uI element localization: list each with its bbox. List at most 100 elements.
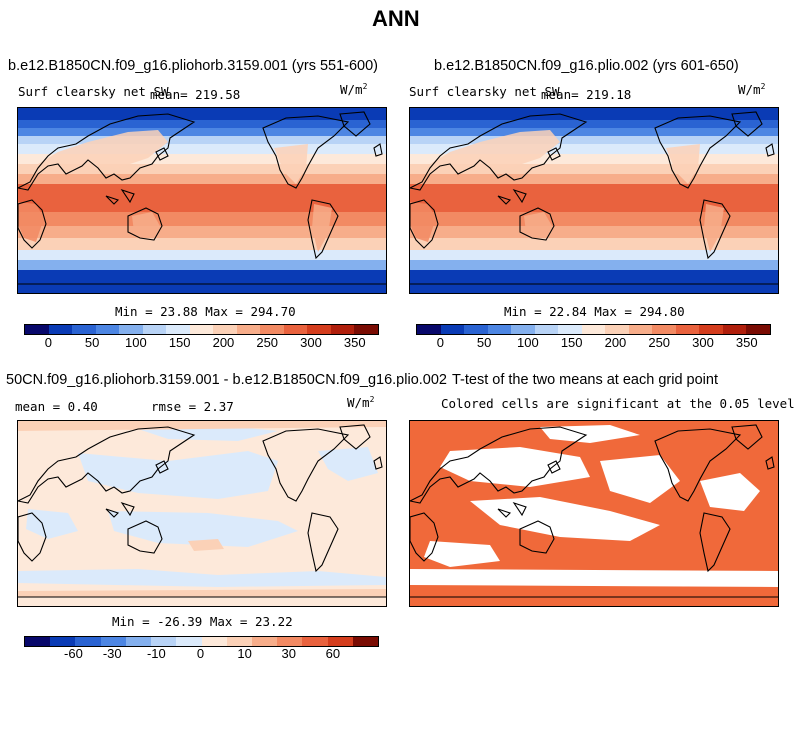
panel3-rmse-label: rmse = 2.37 bbox=[151, 399, 234, 414]
land-fill-africa bbox=[18, 202, 44, 242]
colorbar3-swatch bbox=[125, 637, 152, 646]
coastline-greenland bbox=[339, 111, 371, 137]
land-fill-north-america bbox=[666, 144, 700, 184]
land-fill-asia-europe bbox=[38, 130, 168, 170]
panel4-title: T-test of the two means at each grid poi… bbox=[452, 372, 718, 388]
field-band-4 bbox=[410, 144, 778, 154]
panel3-title: 50CN.f09_g16.pliohorb.3159.001 - b.e12.B… bbox=[6, 372, 447, 388]
diff-negative-tropical-pacific bbox=[108, 511, 298, 547]
colorbar3-swatch bbox=[327, 637, 353, 646]
colorbar-tick-label: 350 bbox=[735, 335, 758, 350]
coastline-indonesia-1 bbox=[497, 195, 512, 205]
coastline-uk bbox=[373, 143, 383, 157]
colorbar1-swatch bbox=[236, 325, 261, 334]
colorbar2-swatch bbox=[464, 325, 488, 334]
coastline-uk bbox=[765, 456, 775, 470]
field-band-1 bbox=[410, 120, 778, 128]
coastline-uk bbox=[765, 143, 775, 157]
colorbar1-swatch bbox=[307, 325, 331, 334]
panel3-mean-label: mean = 0.40 bbox=[15, 399, 98, 414]
figure-title: ANN bbox=[372, 6, 420, 31]
panel2-colorbar bbox=[416, 324, 771, 335]
field-band-11 bbox=[18, 238, 386, 250]
diff-positive-north bbox=[18, 421, 386, 431]
panel2-units: W/m2 bbox=[738, 82, 766, 98]
colorbar2-swatch bbox=[417, 325, 441, 334]
colorbar3-swatch bbox=[352, 637, 379, 646]
panel3-units: W/m2 bbox=[347, 395, 375, 411]
panel2-map bbox=[409, 107, 779, 294]
colorbar1-swatch bbox=[330, 325, 355, 334]
field-band-5 bbox=[18, 154, 386, 164]
coastline-asia-europe bbox=[18, 426, 196, 504]
panel4-map bbox=[409, 420, 779, 607]
colorbar2-swatch bbox=[675, 325, 700, 334]
colorbar-tick-label: -30 bbox=[102, 646, 122, 661]
ttest-not-significant-south bbox=[424, 541, 500, 567]
colorbar1-swatch bbox=[166, 325, 190, 334]
field-band-7 bbox=[410, 174, 778, 184]
colorbar3-swatch bbox=[277, 637, 303, 646]
coastline-africa bbox=[18, 512, 47, 562]
coastline-north-america bbox=[654, 428, 742, 502]
land-fill-australia bbox=[524, 212, 552, 238]
colorbar3-swatch bbox=[302, 637, 328, 646]
panel3-field bbox=[18, 421, 386, 606]
coastline-australia bbox=[519, 207, 555, 241]
field-band-2 bbox=[410, 128, 778, 136]
panel4-field bbox=[410, 421, 778, 606]
field-band-12 bbox=[18, 250, 386, 260]
field-band-9 bbox=[18, 212, 386, 226]
colorbar-tick-label: 30 bbox=[281, 646, 296, 661]
colorbar2-swatch bbox=[534, 325, 559, 334]
colorbar-tick-label: -10 bbox=[146, 646, 166, 661]
field-band-14 bbox=[18, 270, 386, 293]
land-fill-africa bbox=[410, 202, 436, 242]
colorbar1-swatch bbox=[354, 325, 378, 334]
coastline-south-america bbox=[307, 512, 339, 573]
coastline-australia bbox=[519, 520, 555, 554]
coastline-greenland bbox=[731, 424, 763, 450]
colorbar1-swatch bbox=[189, 325, 214, 334]
coastline-australia bbox=[127, 520, 163, 554]
colorbar-tick-label: 300 bbox=[300, 335, 322, 350]
coastline-indonesia-2 bbox=[120, 501, 135, 517]
coastline-north-america bbox=[262, 115, 350, 189]
colorbar1-swatch bbox=[213, 325, 237, 334]
panel1-field bbox=[18, 108, 386, 293]
colorbar-tick-label: 200 bbox=[212, 335, 235, 350]
panel1-min-max: Min = 23.88 Max = 294.70 bbox=[115, 304, 296, 319]
panel1-units: W/m2 bbox=[340, 82, 368, 98]
colorbar1-swatch bbox=[72, 325, 96, 334]
colorbar3-swatch bbox=[50, 637, 76, 646]
colorbar3-swatch bbox=[226, 637, 252, 646]
coastline-indonesia-1 bbox=[497, 508, 512, 518]
coastline-greenland bbox=[339, 424, 371, 450]
colorbar-tick-label: -60 bbox=[64, 646, 83, 661]
colorbar1-swatch bbox=[48, 325, 73, 334]
colorbar2-swatch bbox=[440, 325, 465, 334]
diff-negative-atlantic bbox=[318, 447, 378, 481]
colorbar3-swatch bbox=[151, 637, 177, 646]
diff-negative-north-pacific bbox=[78, 451, 278, 499]
coastline-japan bbox=[155, 147, 169, 161]
field-band-3 bbox=[18, 136, 386, 144]
field-band-10 bbox=[410, 226, 778, 238]
ttest-not-significant-atlantic bbox=[700, 473, 760, 511]
panel1-map bbox=[17, 107, 387, 294]
panel1-mean-label: mean= 219.58 bbox=[150, 87, 241, 102]
colorbar-tick-label: 200 bbox=[604, 335, 627, 350]
field-band-1 bbox=[18, 120, 386, 128]
panel3-map bbox=[17, 420, 387, 607]
coastline-asia-europe bbox=[18, 113, 196, 191]
colorbar1-swatch bbox=[283, 325, 308, 334]
field-band-7 bbox=[18, 174, 386, 184]
panel2-variable-label: Surf clearsky net SW bbox=[409, 84, 560, 99]
colorbar-tick-label: 0 bbox=[436, 335, 444, 350]
diff-negative-indian bbox=[26, 509, 78, 539]
field-band-10 bbox=[18, 226, 386, 238]
panel1-colorbar bbox=[24, 324, 379, 335]
panel1-title: b.e12.B1850CN.f09_g16.pliohorb.3159.001 … bbox=[8, 58, 379, 74]
field-band-13 bbox=[18, 260, 386, 270]
panel2-field bbox=[410, 108, 778, 293]
